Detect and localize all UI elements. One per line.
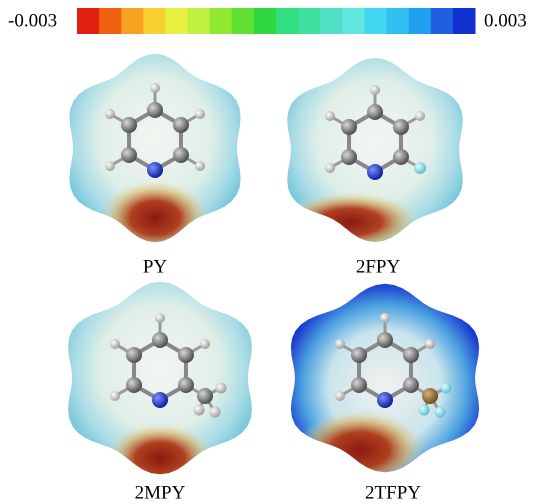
carbon-atom: [147, 102, 163, 118]
colorbar-min-label: -0.003: [8, 10, 57, 31]
colorbar-swatch: [342, 8, 365, 34]
molecule: [69, 54, 240, 256]
carbon-atom: [367, 104, 383, 120]
hydrogen-atom: [110, 391, 120, 401]
fluorine-atom: [414, 162, 426, 174]
colorbar-swatch: [188, 8, 211, 34]
carbon-atom: [341, 149, 357, 165]
carbon-atom: [173, 117, 189, 133]
hydrogen-atom: [335, 339, 345, 349]
colorbar-swatch: [320, 8, 343, 34]
hydrogen-atom: [325, 111, 335, 121]
colorbar-swatch: [276, 8, 299, 34]
hydrogen-atom: [415, 111, 425, 121]
negative-region: [280, 192, 420, 252]
nitrogen-atom: [152, 392, 168, 408]
carbon-atom: [351, 377, 367, 393]
carbon-atom: [126, 347, 142, 363]
colorbar-swatch: [453, 8, 476, 34]
carbon-atom: [393, 119, 409, 135]
carbon-atom: [173, 147, 189, 163]
hydrogen-atom: [425, 339, 435, 349]
molecule-label: 2TFPY: [365, 482, 421, 503]
hydrogen-atom: [195, 109, 205, 119]
molecule-label: PY: [143, 256, 168, 277]
hydrogen-atom: [210, 407, 221, 418]
colorbar-swatch: [364, 8, 387, 34]
hydrogen-atom: [150, 83, 160, 93]
carbon-atom: [178, 377, 194, 393]
fluorine-atom: [435, 407, 446, 418]
carbon-atom: [121, 117, 137, 133]
molecule-label: 2FPY: [356, 256, 401, 277]
colorbar-swatch: [232, 8, 255, 34]
hydrogen-atom: [194, 405, 205, 416]
fluorine-atom: [419, 405, 430, 416]
hydrogen-atom: [370, 85, 380, 95]
carbon-atom: [341, 119, 357, 135]
carbon-atom: [422, 388, 438, 404]
colorbar-swatch: [298, 8, 321, 34]
carbon-atom: [178, 347, 194, 363]
carbon-atom: [403, 347, 419, 363]
carbon-atom: [197, 388, 213, 404]
nitrogen-atom: [147, 162, 163, 178]
hydrogen-atom: [105, 109, 115, 119]
hydrogen-atom: [105, 161, 115, 171]
hydrogen-atom: [195, 161, 205, 171]
negative-region: [295, 410, 425, 490]
carbon-atom: [393, 149, 409, 165]
colorbar-swatch: [387, 8, 410, 34]
fluorine-atom: [441, 383, 452, 394]
colorbar: [77, 8, 476, 34]
colorbar-swatch: [99, 8, 122, 34]
figure: -0.003 0.003 PY 2FPY 2MPY 2TFPY: [0, 0, 534, 504]
molecule: [280, 58, 463, 252]
carbon-atom: [126, 377, 142, 393]
colorbar-swatch: [431, 8, 454, 34]
nitrogen-atom: [377, 392, 393, 408]
colorbar-swatch: [165, 8, 188, 34]
colorbar-swatch: [409, 8, 432, 34]
molecule-label: 2MPY: [135, 482, 186, 503]
carbon-atom: [403, 377, 419, 393]
colorbar-swatch: [121, 8, 144, 34]
hydrogen-atom: [216, 383, 227, 394]
carbon-atom: [377, 332, 393, 348]
hydrogen-atom: [110, 339, 120, 349]
hydrogen-atom: [335, 391, 345, 401]
carbon-atom: [152, 332, 168, 348]
negative-region: [100, 180, 210, 256]
colorbar-swatch: [210, 8, 233, 34]
carbon-atom: [121, 147, 137, 163]
hydrogen-atom: [200, 339, 210, 349]
molecule: [68, 282, 252, 493]
carbon-atom: [351, 347, 367, 363]
colorbar-swatch: [77, 8, 100, 34]
molecule: [291, 284, 479, 490]
colorbar-max-label: 0.003: [484, 10, 527, 31]
colorbar-swatch: [143, 8, 166, 34]
hydrogen-atom: [155, 313, 165, 323]
hydrogen-atom: [325, 163, 335, 173]
nitrogen-atom: [367, 164, 383, 180]
colorbar-swatch: [254, 8, 277, 34]
hydrogen-atom: [380, 313, 390, 323]
